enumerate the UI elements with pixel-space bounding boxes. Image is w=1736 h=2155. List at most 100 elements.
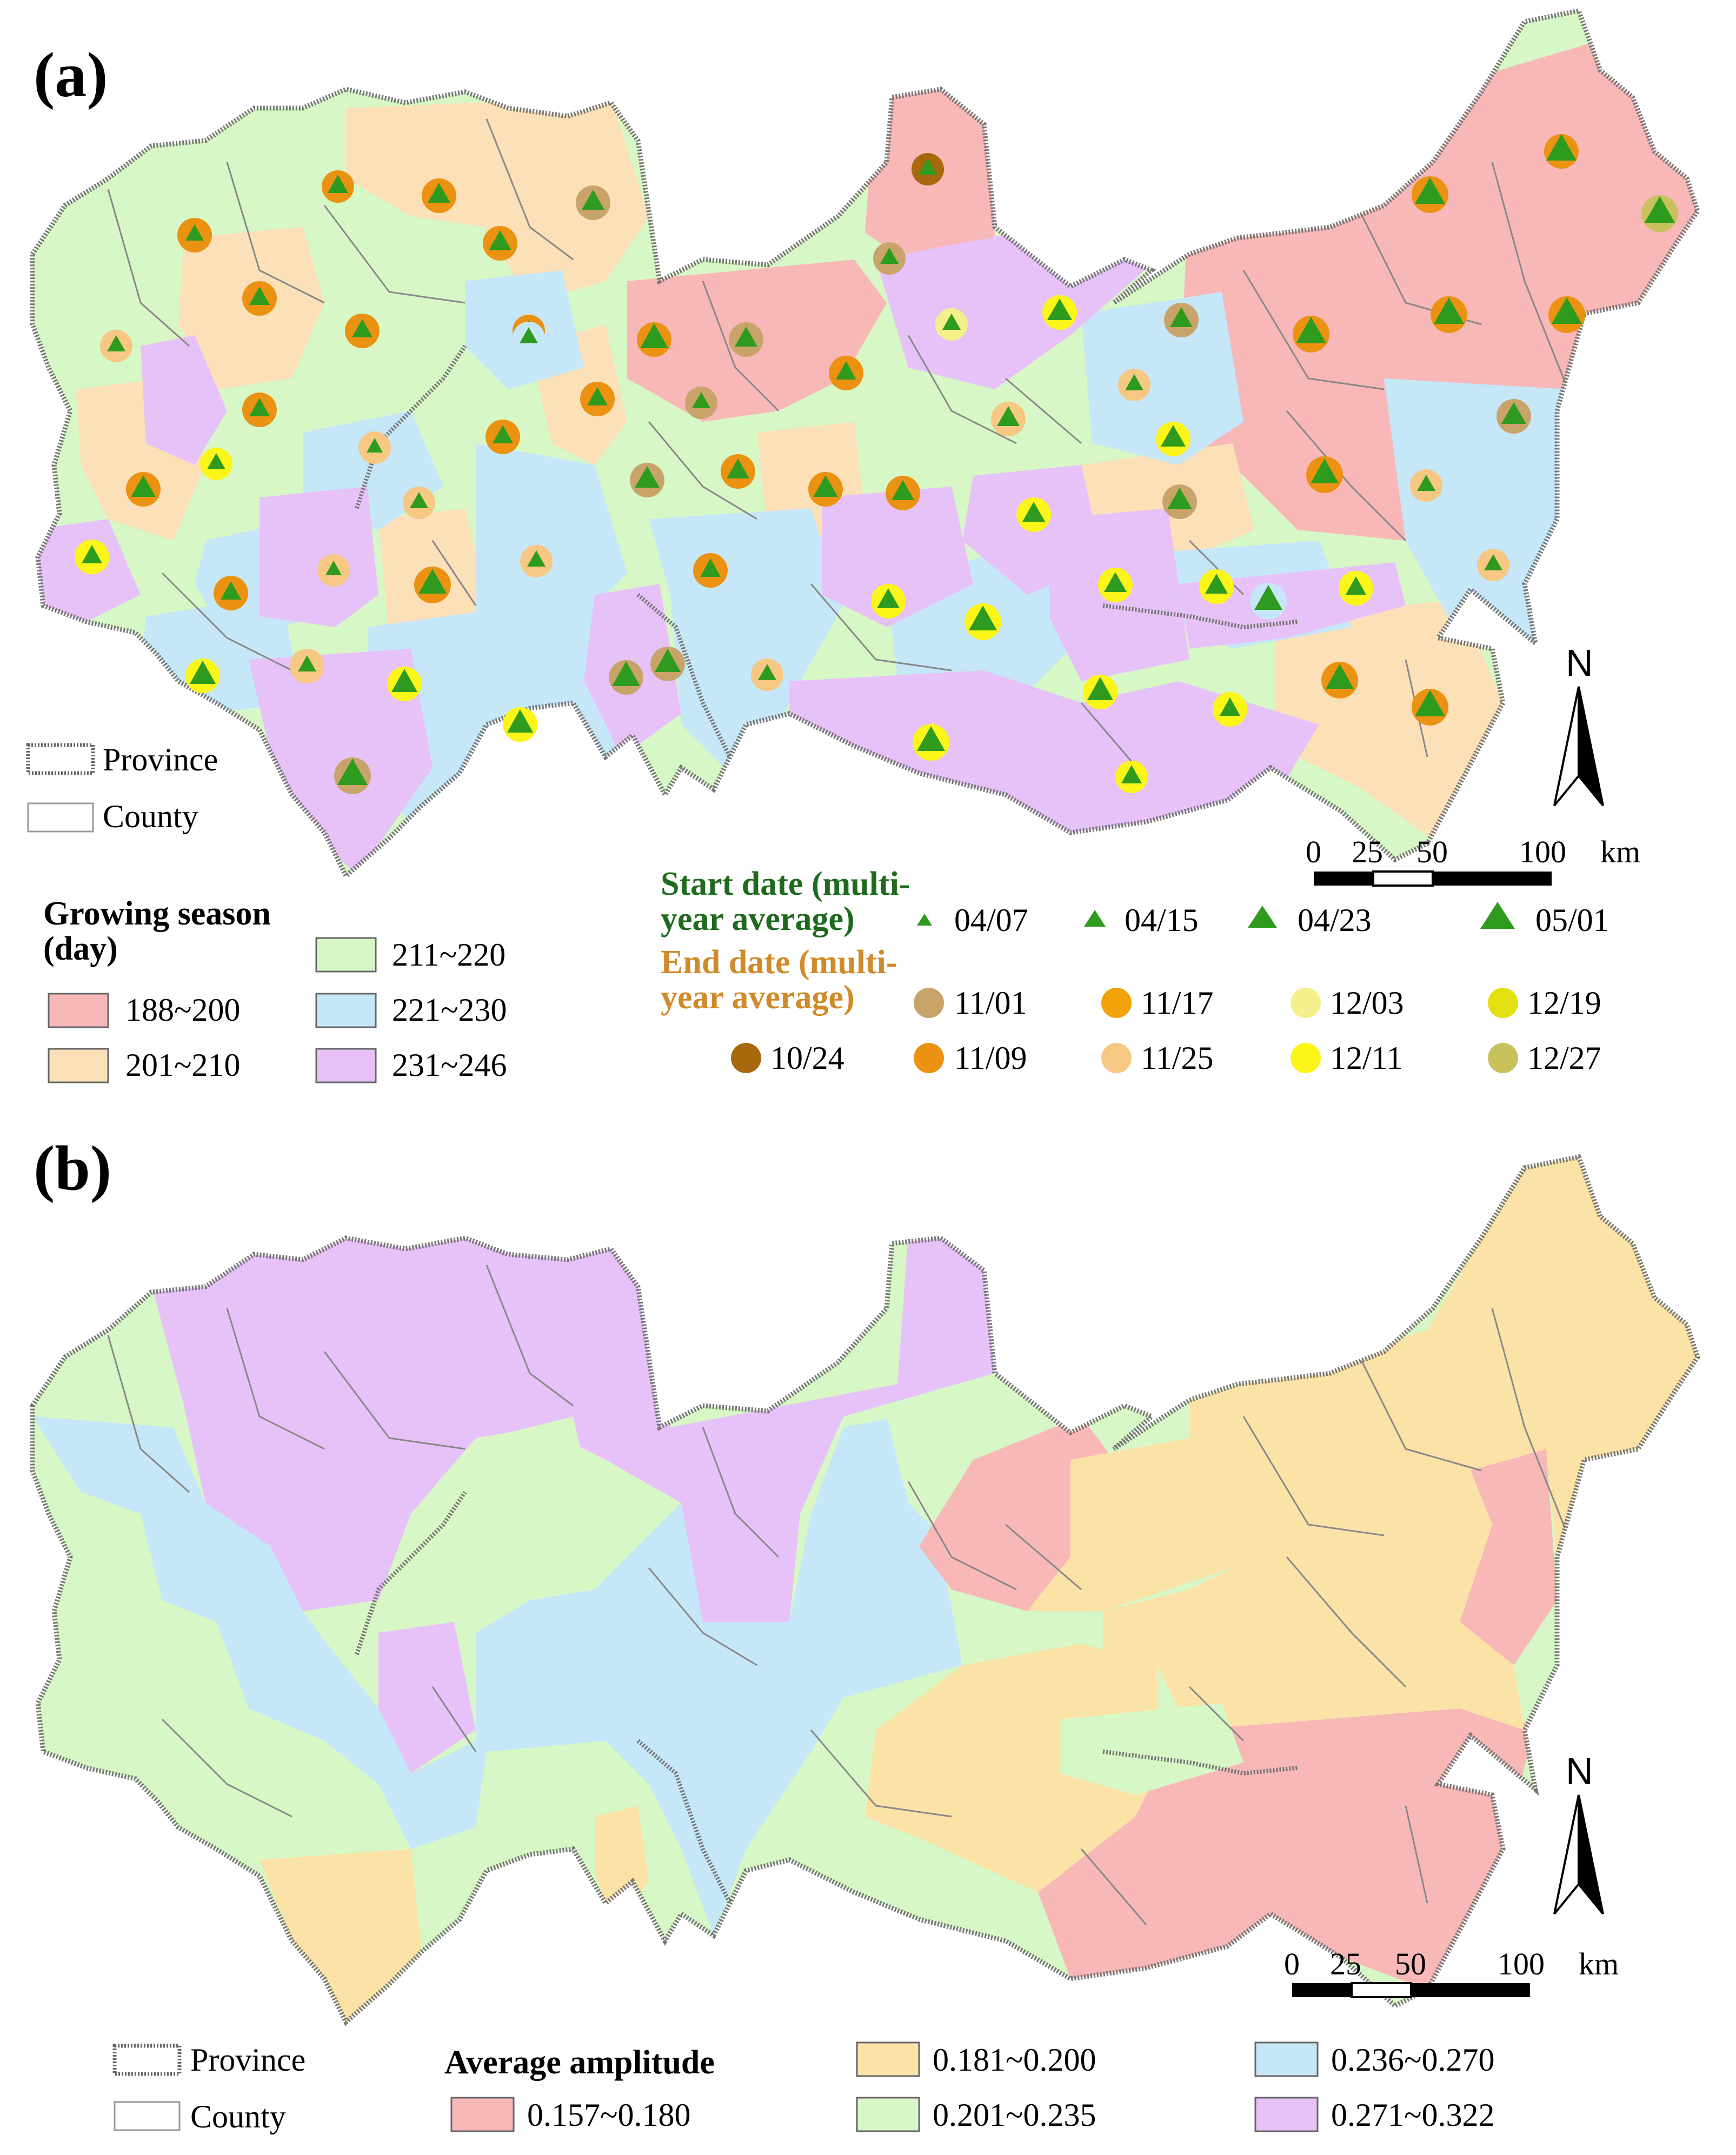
- station-marker: [1156, 422, 1190, 456]
- station-marker: [1016, 497, 1051, 532]
- north-arrow: N: [1553, 642, 1604, 807]
- legend-label-188-200: 188~200: [125, 992, 240, 1028]
- svg-text:km: km: [1600, 834, 1640, 869]
- station-marker: [1199, 569, 1234, 604]
- panel-b-label: (b): [34, 1133, 111, 1203]
- region-231-246: [260, 487, 378, 627]
- region-221-230: [1081, 292, 1243, 465]
- legend-swatch-201-210: [48, 1048, 109, 1083]
- province-legend-swatch: [112, 2044, 182, 2076]
- panel-b-map: [32, 1157, 1698, 2022]
- scale-bar: 0 25 50 100 km: [1306, 834, 1640, 887]
- svg-text:Average amplitude: Average amplitude: [444, 2044, 715, 2081]
- station-marker: [576, 185, 610, 220]
- station-marker: [358, 431, 391, 464]
- legend-swatch-0157-0180: [450, 2097, 515, 2132]
- station-marker: [1544, 134, 1579, 169]
- county-legend-swatch: [27, 802, 94, 833]
- legend-swatch-211-220: [315, 937, 377, 973]
- station-marker: [1042, 295, 1077, 330]
- svg-text:N: N: [1566, 642, 1593, 684]
- station-marker: [1098, 568, 1133, 602]
- county-legend-swatch: [114, 2101, 181, 2131]
- svg-text:(day): (day): [43, 930, 118, 967]
- station-marker: [1306, 456, 1343, 493]
- station-marker: [1641, 195, 1678, 232]
- svg-text:Growing season: Growing season: [43, 895, 271, 932]
- internal-province-border-a: [355, 344, 1298, 758]
- svg-text:10/24: 10/24: [770, 1040, 844, 1076]
- legend-label-211-220: 211~220: [392, 937, 505, 973]
- amplitude-region-0201-0235: [476, 1416, 595, 1546]
- svg-text:11/25: 11/25: [1141, 1040, 1213, 1076]
- county-boundaries-b: [107, 1265, 1569, 1925]
- legend-label-0236-0270: 0.236~0.270: [1331, 2042, 1494, 2078]
- province-legend-label: Province: [190, 2042, 305, 2078]
- end-marker-1219: [1488, 988, 1518, 1018]
- station-marker: [637, 322, 671, 357]
- svg-text:11/01: 11/01: [954, 985, 1027, 1021]
- station-marker: [1477, 549, 1509, 581]
- end-marker-1101: [914, 988, 944, 1018]
- svg-text:Start date (multi-: Start date (multi-: [661, 866, 910, 902]
- legend-label-0157-0180: 0.157~0.180: [527, 2097, 690, 2133]
- amplitude-region-0157-0180: [1460, 1449, 1557, 1665]
- station-marker: [1164, 303, 1199, 337]
- station-marker: [485, 420, 520, 454]
- svg-text:04/07: 04/07: [954, 902, 1028, 938]
- svg-text:25: 25: [1352, 834, 1383, 869]
- end-marker-1211: [1291, 1043, 1321, 1073]
- station-marker: [520, 545, 553, 577]
- station-marker: [1410, 469, 1442, 502]
- end-marker-1024: [731, 1043, 761, 1073]
- start-marker-0501: [1480, 902, 1515, 929]
- end-marker-1109: [914, 1043, 944, 1073]
- amplitude-region-0181-0200: [1027, 1438, 1233, 1611]
- station-marker: [1293, 316, 1329, 352]
- station-marker: [403, 487, 435, 519]
- region-231-246: [141, 335, 227, 465]
- station-marker: [1431, 296, 1467, 333]
- legend-swatch-0201-0235: [856, 2097, 920, 2132]
- station-marker: [991, 402, 1026, 436]
- station-marker: [1548, 296, 1585, 333]
- amplitude-region-0271-0322: [378, 1622, 476, 1773]
- station-marker: [334, 757, 371, 794]
- amplitude-legend: Average amplitude 0.157~0.180 0.181~0.20…: [444, 2041, 1494, 2133]
- station-marker: [126, 472, 161, 507]
- station-marker: [322, 170, 354, 203]
- legend-label-0181-0200: 0.181~0.200: [933, 2042, 1096, 2078]
- station-marker: [1115, 761, 1148, 793]
- station-markers: [75, 134, 1678, 794]
- station-marker: [1412, 176, 1448, 213]
- legend-label-0201-0235: 0.201~0.235: [933, 2097, 1096, 2133]
- svg-text:End date (multi-: End date (multi-: [661, 944, 897, 981]
- svg-text:12/11: 12/11: [1330, 1040, 1402, 1076]
- region-231-246: [789, 670, 1319, 843]
- start-marker-0407: [917, 914, 932, 926]
- amplitude-region-0236-0270: [32, 1416, 962, 1935]
- station-marker: [1083, 675, 1118, 709]
- amplitude-region-0201-0235: [1060, 1703, 1243, 1795]
- station-marker: [886, 476, 920, 510]
- station-marker: [685, 387, 717, 419]
- station-marker: [1339, 571, 1373, 606]
- svg-text:11/17: 11/17: [1141, 985, 1213, 1021]
- region-201-210: [1276, 600, 1503, 843]
- province-outline-b: [30, 1154, 1700, 2026]
- svg-text:100: 100: [1498, 1946, 1545, 1981]
- station-marker: [214, 576, 248, 610]
- svg-text:km: km: [1579, 1946, 1619, 1981]
- legend-swatch-0181-0200: [856, 2041, 920, 2077]
- svg-text:100: 100: [1519, 834, 1566, 869]
- svg-text:12/03: 12/03: [1330, 985, 1404, 1021]
- station-marker: [721, 454, 755, 489]
- svg-text:05/01: 05/01: [1535, 902, 1609, 938]
- station-marker: [242, 281, 277, 316]
- start-date-legend: Start date (multi- year average) 04/07 0…: [661, 866, 1609, 938]
- growing-season-legend: Growing season (day) 188~200 201~210 211…: [43, 895, 507, 1083]
- station-marker: [185, 659, 220, 693]
- station-marker: [829, 356, 863, 390]
- station-marker: [609, 660, 643, 695]
- station-marker: [751, 659, 783, 691]
